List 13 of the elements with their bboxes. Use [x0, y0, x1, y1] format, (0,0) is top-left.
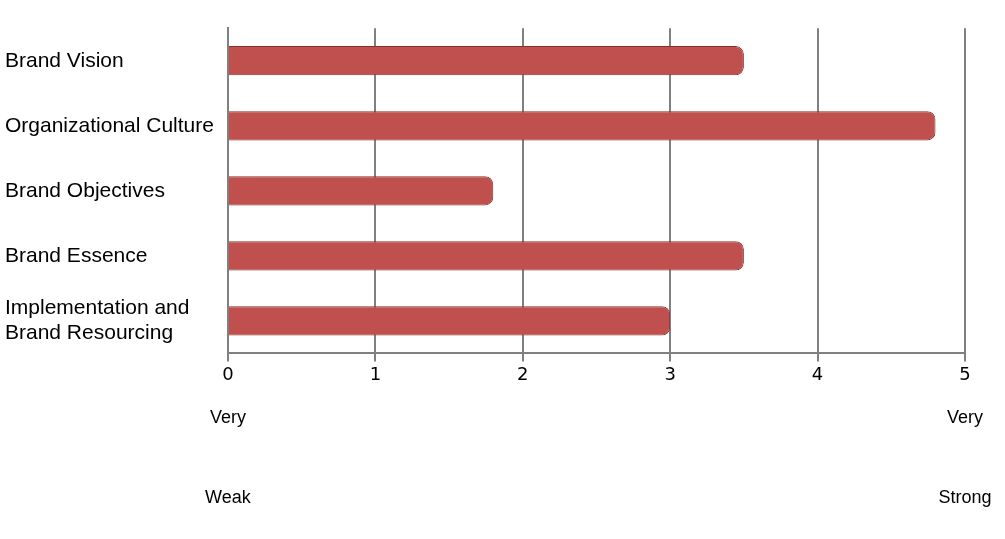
y-tick-label: Organizational Culture [5, 112, 214, 136]
y-tick-label: Brand Vision [5, 47, 124, 71]
x-tick-label: 3 [664, 362, 676, 384]
x-tick-label: 1 [369, 362, 382, 384]
x-tick-label: 2 [517, 362, 529, 384]
x-tick-label: 0 [222, 362, 234, 384]
y-tick-label: Brand Essence [5, 242, 148, 266]
text: Very Strong [938, 407, 992, 508]
y-tick-label: Implementation and Brand Resourcing [5, 295, 190, 344]
x-tick-label: 5 [959, 362, 971, 384]
x-tick-label: 4 [811, 362, 824, 384]
text: Very Weak [205, 407, 251, 508]
y-tick-label: Brand Objectives [5, 177, 165, 201]
